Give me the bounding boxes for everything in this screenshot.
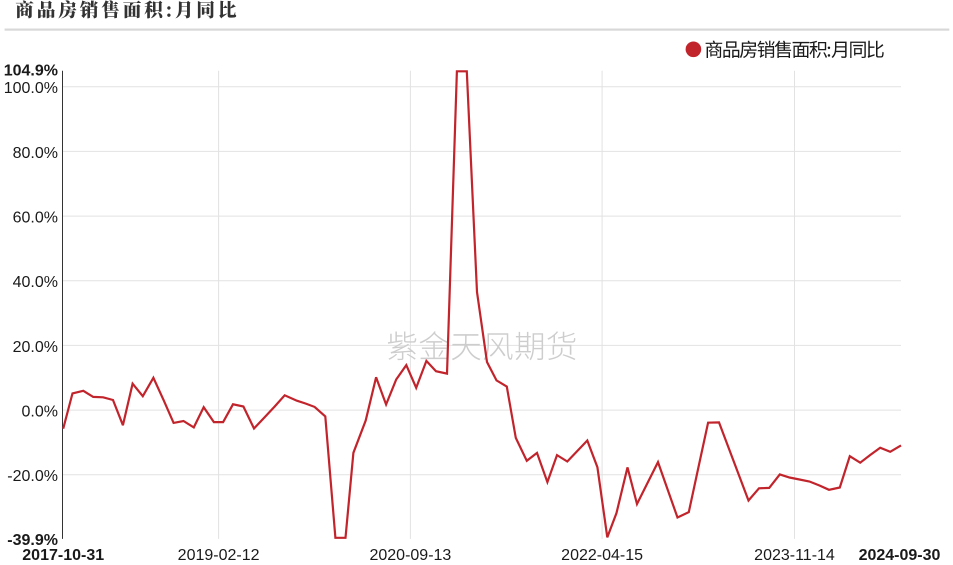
svg-text:104.9%: 104.9%: [4, 63, 58, 80]
svg-text:0.0%: 0.0%: [22, 404, 58, 421]
svg-text:80.0%: 80.0%: [13, 145, 58, 162]
svg-text:2024-09-30: 2024-09-30: [859, 547, 941, 564]
svg-text:100.0%: 100.0%: [4, 80, 58, 97]
svg-text:2022-04-15: 2022-04-15: [561, 547, 643, 564]
svg-text:-20.0%: -20.0%: [7, 468, 58, 485]
svg-text:60.0%: 60.0%: [13, 210, 58, 227]
svg-text:2019-02-12: 2019-02-12: [178, 547, 260, 564]
svg-text:40.0%: 40.0%: [13, 274, 58, 291]
svg-text:20.0%: 20.0%: [13, 339, 58, 356]
svg-text:-39.9%: -39.9%: [7, 532, 58, 549]
svg-text:2017-10-31: 2017-10-31: [22, 547, 104, 564]
svg-text:2020-09-13: 2020-09-13: [369, 547, 451, 564]
svg-text:2023-11-14: 2023-11-14: [754, 547, 835, 564]
